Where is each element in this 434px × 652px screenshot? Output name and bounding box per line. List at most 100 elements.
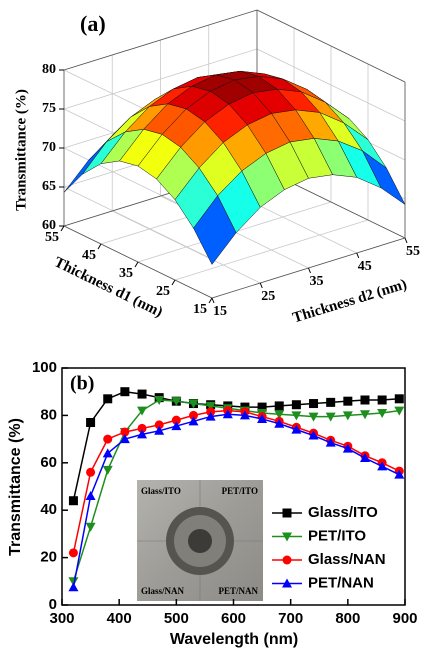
marker: [120, 387, 130, 397]
x-tick-label: 600: [221, 610, 246, 627]
marker: [68, 582, 79, 592]
x-tick-label: 700: [278, 610, 303, 627]
marker: [360, 395, 370, 405]
x-tick-label: 500: [164, 610, 189, 627]
x-tick-label: 900: [392, 610, 417, 627]
z-tick-label: 80: [42, 62, 56, 77]
d2-tick-label: 25: [261, 289, 275, 304]
marker: [342, 443, 353, 453]
legend-marker: [282, 532, 292, 542]
marker: [171, 421, 182, 431]
d2-tick-label: 55: [406, 244, 420, 259]
marker: [274, 418, 285, 428]
marker: [120, 427, 130, 437]
marker: [394, 406, 405, 416]
marker: [325, 412, 336, 422]
marker: [103, 394, 113, 404]
marker: [222, 409, 233, 419]
d1-tick: [97, 243, 102, 250]
x-tick-label: 300: [49, 610, 74, 627]
marker: [154, 420, 164, 430]
marker: [308, 412, 319, 422]
marker: [68, 577, 79, 587]
d2-tick: [211, 297, 215, 304]
d2-tick: [404, 237, 408, 244]
inset-label: PET/ITO: [222, 486, 258, 496]
inset-label: Glass/NAN: [141, 586, 185, 596]
d2-tick-label: 45: [358, 259, 372, 274]
d1-tick: [208, 297, 213, 304]
marker: [154, 425, 165, 435]
d2-tick-label: 15: [213, 304, 227, 319]
d1-tick-label: 35: [119, 266, 133, 281]
grid-line: [63, 186, 213, 260]
marker: [308, 430, 319, 440]
marker: [291, 400, 301, 410]
marker: [171, 415, 181, 425]
d2-tick: [356, 252, 360, 259]
d1-tick-label: 45: [82, 248, 96, 263]
marker: [377, 395, 387, 405]
marker: [154, 395, 165, 405]
marker: [102, 465, 113, 475]
legend-label: Glass/NAN: [308, 551, 386, 568]
d2-tick: [259, 282, 263, 289]
y-axis-title: Transmittance (%): [7, 418, 24, 556]
marker: [291, 424, 302, 434]
marker: [257, 402, 267, 412]
marker: [171, 397, 182, 407]
inset-label: PET/NAN: [218, 586, 258, 596]
d1-axis-title: Thickness d1 (nm): [52, 254, 165, 320]
marker: [325, 437, 336, 447]
marker: [86, 467, 96, 477]
marker: [239, 410, 250, 420]
marker: [274, 410, 285, 420]
y-tick-label: 40: [40, 501, 57, 518]
marker: [137, 389, 147, 399]
marker: [274, 401, 284, 411]
marker: [377, 409, 388, 419]
marker: [205, 411, 216, 421]
x-tick-label: 400: [107, 610, 132, 627]
z-axis-title: Transmittance (%): [13, 89, 29, 211]
z-tick-label: 70: [42, 140, 56, 155]
surface-cell: [193, 195, 237, 265]
emblem-flower: [188, 529, 212, 553]
marker: [326, 397, 336, 407]
marker: [205, 401, 216, 411]
panel-label: (b): [70, 373, 94, 395]
box-edge: [256, 9, 406, 83]
grid-line: [112, 210, 261, 284]
legend-label: Glass/ITO: [308, 504, 378, 521]
legend-marker: [282, 578, 292, 588]
inset-photo: Glass/ITO PET/ITO Glass/NAN PET/NAN: [137, 480, 263, 601]
marker: [188, 410, 198, 420]
marker: [377, 461, 388, 471]
legend-label: PET/ITO: [308, 527, 366, 544]
legend-marker: [282, 508, 292, 518]
marker: [85, 522, 96, 532]
marker: [291, 411, 302, 421]
y-tick-label: 80: [40, 406, 57, 423]
d1-tick-label: 15: [193, 302, 207, 317]
marker: [68, 496, 78, 506]
grid-line: [256, 48, 406, 122]
grid-line: [63, 48, 258, 110]
marker: [137, 423, 147, 433]
y-tick-label: 60: [40, 454, 57, 471]
marker: [119, 434, 130, 444]
d1-tick: [171, 279, 176, 286]
marker: [309, 399, 319, 409]
d1-tick-label: 55: [45, 230, 59, 245]
z-tick-label: 75: [42, 101, 56, 116]
surface-cell: [63, 141, 107, 193]
legend-marker: [282, 555, 292, 565]
y-tick-label: 0: [49, 596, 57, 613]
marker: [102, 448, 113, 458]
inset-label: Glass/ITO: [141, 486, 181, 496]
d2-tick: [308, 267, 311, 274]
y-tick-label: 100: [32, 359, 57, 376]
panel-label: (a): [80, 11, 106, 36]
marker: [137, 429, 148, 439]
